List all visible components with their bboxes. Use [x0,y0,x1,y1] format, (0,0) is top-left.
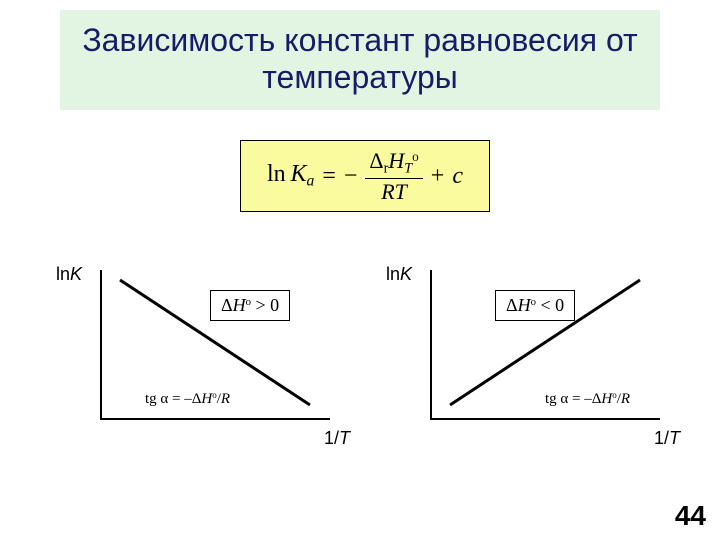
eq-den: RT [377,180,411,203]
eq-plus: + [431,163,445,190]
eq-fraction: ΔrHTo RT [365,149,422,202]
page-number: 44 [675,500,706,532]
eq-sub-a: a [307,173,315,190]
eq-sub-T: T [404,161,412,177]
condition-box: ΔHo < 0 [495,290,575,321]
tangent-label: tg α = –ΔHo/R [145,390,230,408]
eq-H: H [388,148,404,173]
tangent-label: tg α = –ΔHo/R [545,390,630,408]
chart-left: lnK ΔHo > 0 tg α = –ΔHo/R 1/T [60,270,350,470]
charts-row: lnK ΔHo > 0 tg α = –ΔHo/R 1/T lnK ΔHo < … [60,270,680,470]
title-box: Зависимость констант равновесия от темпе… [60,10,660,110]
equation-box: ln Ka = − ΔrHTo RT + c [240,140,490,212]
page-title: Зависимость констант равновесия от темпе… [70,22,650,96]
eq-minus: − [344,163,358,190]
eq-ln: ln [267,161,286,187]
eq-sup-o: o [412,149,419,164]
condition-box: ΔHo > 0 [210,290,290,321]
x-axis-label: 1/T [654,428,680,449]
eq-delta: Δ [369,148,383,173]
equation: ln Ka = − ΔrHTo RT + c [267,149,463,202]
y-axis-label: lnK [56,264,82,285]
chart-right: lnK ΔHo < 0 tg α = –ΔHo/R 1/T [390,270,680,470]
x-axis-label: 1/T [324,428,350,449]
y-axis-label: lnK [386,264,412,285]
eq-equals: = [322,163,336,190]
eq-c: c [452,163,463,190]
eq-K: K [291,161,307,187]
